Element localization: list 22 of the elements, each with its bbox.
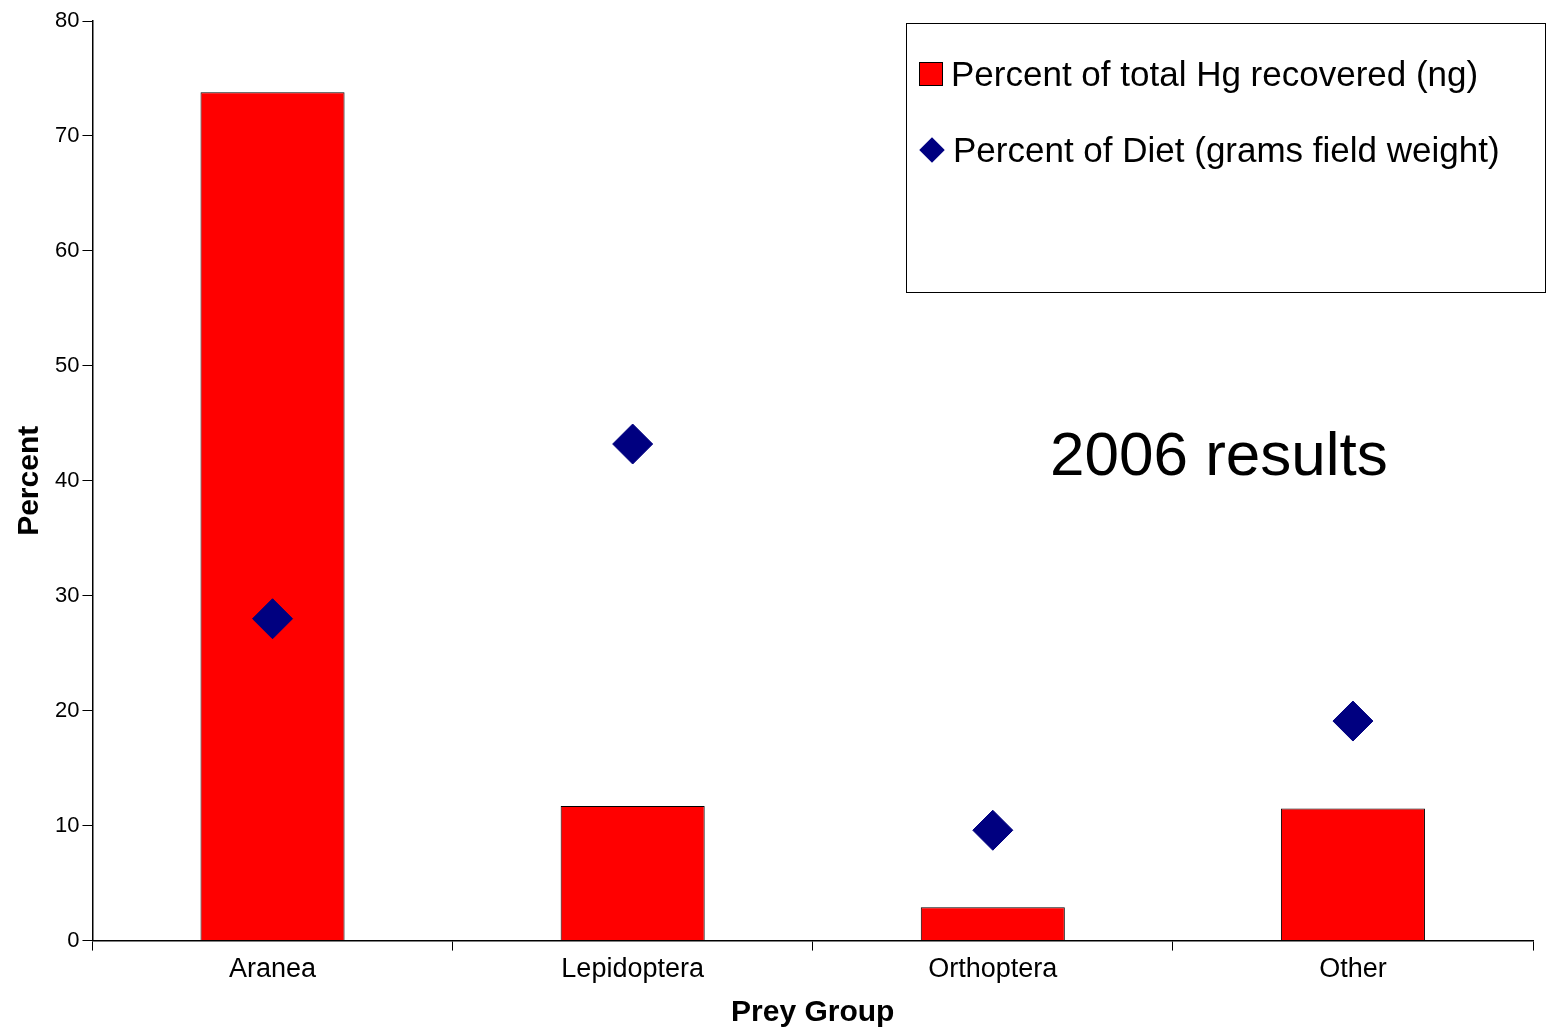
y-tick-label: 40 bbox=[54, 466, 80, 492]
y-axis-title: Percent bbox=[11, 425, 45, 536]
y-tick-label: 80 bbox=[54, 7, 80, 33]
point bbox=[972, 809, 1014, 851]
point bbox=[612, 423, 654, 465]
y-tick-label: 0 bbox=[67, 926, 80, 952]
x-tick-label: Lepidoptera bbox=[561, 953, 705, 984]
legend-label: Percent of total Hg recovered (ng) bbox=[951, 54, 1479, 94]
y-tick-label: 10 bbox=[54, 811, 80, 837]
y-tick-label: 60 bbox=[54, 236, 80, 262]
x-tick-label: Aranea bbox=[229, 953, 318, 984]
x-axis-title: Prey Group bbox=[731, 994, 895, 1028]
y-tick-label: 70 bbox=[54, 122, 80, 148]
y-tick-label: 20 bbox=[54, 696, 80, 722]
legend-label: Percent of Diet (grams field weight) bbox=[953, 130, 1500, 170]
point bbox=[1332, 700, 1374, 742]
x-tick-label: Other bbox=[1319, 953, 1387, 984]
annotation: 2006 results bbox=[1050, 418, 1388, 489]
y-tick-label: 50 bbox=[54, 351, 80, 377]
y-tick-label: 30 bbox=[54, 581, 80, 607]
x-tick-label: Orthoptera bbox=[928, 953, 1059, 984]
point bbox=[252, 598, 294, 640]
